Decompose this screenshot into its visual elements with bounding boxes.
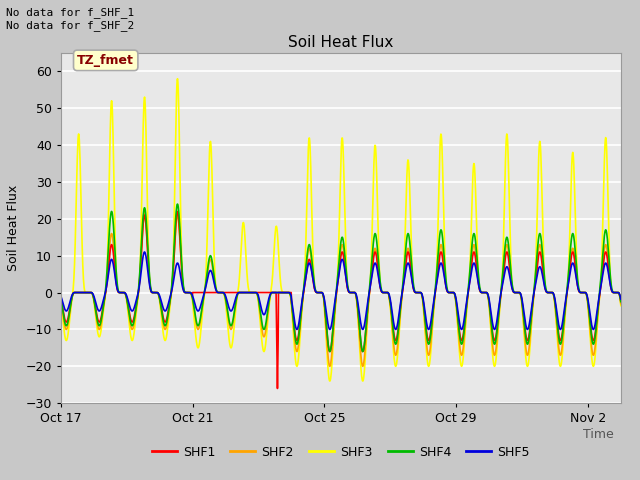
Text: TZ_fmet: TZ_fmet [77,54,134,67]
Y-axis label: Soil Heat Flux: Soil Heat Flux [7,185,20,271]
Legend: SHF1, SHF2, SHF3, SHF4, SHF5: SHF1, SHF2, SHF3, SHF4, SHF5 [147,441,535,464]
X-axis label: Time: Time [583,428,614,441]
Text: No data for f_SHF_1
No data for f_SHF_2: No data for f_SHF_1 No data for f_SHF_2 [6,7,134,31]
Title: Soil Heat Flux: Soil Heat Flux [288,35,394,50]
